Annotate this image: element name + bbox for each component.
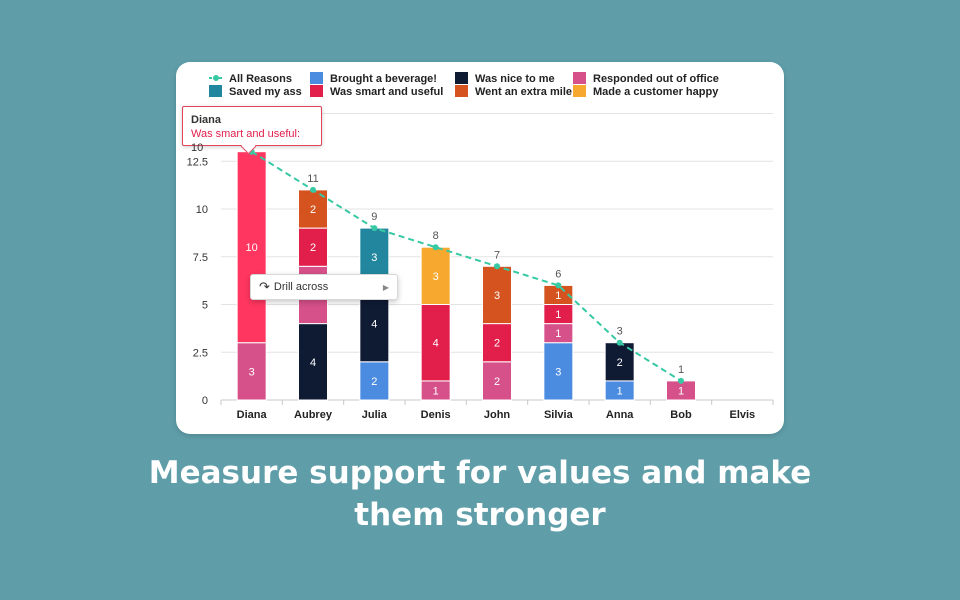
legend-swatch	[209, 85, 222, 97]
bar-segment-label: 1	[433, 385, 439, 397]
y-tick-label: 2.5	[193, 347, 208, 359]
bar-segment-label: 3	[555, 366, 561, 378]
all-reasons-point	[371, 225, 378, 232]
legend-label: Was nice to me	[475, 73, 555, 85]
bar-segment-label: 1	[555, 290, 561, 302]
bar-segment-label: 4	[371, 319, 377, 331]
all-reasons-data-label: 9	[371, 211, 377, 223]
y-tick-label: 10	[196, 204, 208, 216]
x-category-label: John	[484, 409, 511, 421]
all-reasons-point	[678, 377, 684, 384]
bar-segment-label: 10	[246, 242, 258, 254]
tooltip-series-label: Was smart and useful:	[191, 128, 301, 140]
all-reasons-point	[616, 339, 623, 346]
bar-segment-label: 3	[433, 271, 439, 283]
bar-segment	[482, 323, 512, 363]
x-category-label: Silvia	[544, 409, 574, 421]
bar-segment	[482, 361, 512, 401]
all-reasons-data-label: 6	[555, 268, 561, 280]
bar-segment-label: 2	[617, 357, 623, 369]
bar-segment-label: 3	[249, 366, 255, 378]
tooltip-title: Diana	[191, 114, 221, 126]
all-reasons-data-label: 8	[433, 230, 439, 242]
bar-segment	[420, 304, 451, 382]
x-category-label: Denis	[421, 409, 451, 421]
bar-segment-label: 3	[494, 290, 500, 302]
caption-line-1: Measure support for values and make	[148, 455, 812, 491]
legend-label: Went an extra mile	[475, 86, 572, 98]
legend-label: Made a customer happy	[593, 86, 719, 98]
legend-swatch	[455, 85, 468, 97]
caption-line-2: them stronger	[354, 497, 606, 533]
bar-segment-label: 4	[310, 357, 316, 369]
x-category-label: Diana	[237, 409, 268, 421]
bar-segment-label: 1	[555, 328, 561, 340]
bar-segment-label: 4	[433, 338, 439, 350]
chart-card: 02.557.51012.531043222431432233111121119…	[176, 62, 784, 434]
bar-segment	[236, 342, 267, 401]
all-reasons-point	[432, 244, 439, 251]
stacked-bar-chart: 02.557.51012.531043222431432233111121119…	[187, 72, 774, 421]
x-category-label: Bob	[670, 409, 692, 421]
legend-label: Was smart and useful	[330, 86, 443, 98]
x-category-label: Elvis	[729, 409, 755, 421]
legend-line-marker	[213, 75, 219, 81]
x-category-label: Aubrey	[294, 409, 333, 421]
legend-label: Responded out of office	[593, 73, 719, 85]
chart-tooltip: Diana Was smart and useful: 10	[182, 106, 322, 155]
bar-segment-label: 1	[555, 309, 561, 321]
bar-segment	[298, 189, 328, 229]
x-category-label: Julia	[362, 409, 388, 421]
all-reasons-data-label: 11	[307, 173, 318, 185]
all-reasons-data-label: 1	[678, 364, 684, 376]
legend-swatch	[310, 72, 323, 84]
all-reasons-line	[251, 150, 682, 382]
legend-swatch	[455, 72, 468, 84]
legend-swatch	[573, 85, 586, 97]
all-reasons-data-label: 7	[494, 249, 500, 261]
y-tick-label: 0	[202, 395, 208, 407]
all-reasons-point	[494, 263, 500, 270]
y-tick-label: 5	[202, 300, 208, 312]
legend-swatch	[310, 85, 323, 97]
drill-across-label: Drill across	[273, 281, 329, 293]
tooltip-value: 10	[191, 142, 204, 154]
legend-label: All Reasons	[229, 73, 292, 85]
x-category-label: Anna	[606, 409, 634, 421]
bar-segment-label: 2	[371, 376, 377, 388]
drill-across-menu-item[interactable]: ↷ Drill across ▶	[250, 274, 398, 300]
bar-segment-label: 2	[494, 338, 500, 350]
bar-segment-label: 3	[371, 252, 377, 264]
bar-segment-label: 2	[310, 204, 316, 216]
bar-segment	[236, 151, 267, 344]
bar-segment-label: 2	[310, 242, 316, 254]
bar-segment-label: 2	[494, 376, 500, 388]
legend-label: Saved my ass	[229, 86, 302, 98]
bar-segment	[482, 265, 512, 325]
bar-segment-label: 1	[678, 385, 684, 397]
legend-swatch	[573, 72, 586, 84]
bar-segment	[298, 323, 328, 401]
redo-arrow-icon: ↷	[259, 279, 270, 294]
bar-segment-label: 1	[617, 385, 623, 397]
all-reasons-point	[555, 282, 562, 289]
y-tick-label: 7.5	[193, 252, 208, 264]
legend-label: Brought a beverage!	[330, 73, 437, 85]
y-tick-label: 12.5	[187, 156, 208, 168]
all-reasons-data-label: 3	[617, 326, 623, 338]
bar-segment	[359, 361, 390, 401]
chevron-right-icon: ▶	[382, 282, 389, 292]
page-caption: Measure support for values and make them…	[0, 452, 960, 536]
all-reasons-point	[310, 186, 316, 193]
